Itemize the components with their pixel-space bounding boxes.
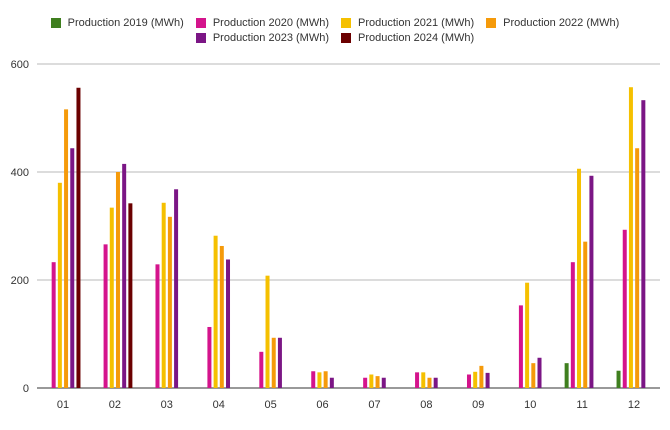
bar[interactable] (226, 259, 231, 388)
bar[interactable] (265, 275, 270, 388)
legend-row-1: Production 2019 (MWh) Production 2020 (M… (0, 17, 670, 29)
x-tick-label: 08 (420, 399, 432, 411)
bar[interactable] (427, 377, 432, 388)
bar[interactable] (167, 216, 172, 388)
x-tick-label: 05 (265, 399, 277, 411)
legend-label: Production 2023 (MWh) (212, 32, 329, 44)
bar[interactable] (635, 148, 640, 388)
bar[interactable] (531, 363, 536, 388)
x-tick-label: 01 (57, 399, 69, 411)
x-tick-label: 02 (109, 399, 121, 411)
bar[interactable] (525, 282, 530, 388)
bar[interactable] (641, 100, 646, 389)
y-tick-label: 0 (23, 383, 29, 395)
bar[interactable] (518, 305, 523, 388)
bar[interactable] (277, 337, 282, 388)
bar[interactable] (70, 148, 75, 388)
bar[interactable] (219, 245, 224, 388)
legend-label: Production 2020 (MWh) (212, 17, 329, 29)
bars (51, 87, 646, 389)
bar[interactable] (589, 175, 594, 388)
bar[interactable] (479, 365, 484, 388)
x-tick-label: 11 (576, 399, 587, 411)
bar[interactable] (103, 244, 108, 388)
bar[interactable] (161, 202, 166, 388)
bar[interactable] (213, 235, 218, 388)
x-tick-label: 10 (524, 399, 536, 411)
bar[interactable] (421, 372, 426, 388)
legend: Production 2019 (MWh) Production 2020 (M… (0, 17, 670, 47)
bar[interactable] (375, 376, 380, 388)
bar[interactable] (473, 371, 478, 388)
legend-swatch (195, 18, 206, 28)
legend-swatch (195, 33, 206, 43)
bar[interactable] (115, 172, 120, 388)
bar[interactable] (311, 371, 316, 388)
bar[interactable] (622, 229, 627, 388)
bar[interactable] (433, 377, 438, 388)
bar[interactable] (381, 377, 386, 388)
bar[interactable] (128, 203, 133, 388)
bar[interactable] (323, 371, 328, 388)
legend-item-2020[interactable]: Production 2020 (MWh) (195, 17, 329, 29)
bar[interactable] (466, 374, 471, 389)
bar[interactable] (363, 377, 368, 388)
grid-lines (37, 63, 660, 389)
bar[interactable] (207, 326, 212, 388)
x-tick-label: 03 (161, 399, 173, 411)
legend-swatch (486, 18, 497, 28)
x-axis: 01 02 03 04 05 06 07 08 09 10 11 12 (57, 399, 640, 411)
legend-label: Production 2024 (MWh) (358, 32, 475, 44)
legend-label: Production 2021 (MWh) (358, 17, 475, 29)
bar[interactable] (174, 189, 179, 388)
x-tick-label: 09 (472, 399, 484, 411)
bar[interactable] (122, 163, 127, 388)
bar[interactable] (109, 207, 114, 388)
bar[interactable] (317, 372, 322, 388)
legend-item-2023[interactable]: Production 2023 (MWh) (195, 32, 329, 44)
bar[interactable] (369, 374, 374, 389)
bar[interactable] (616, 370, 621, 388)
bar[interactable] (564, 363, 569, 388)
x-tick-label: 07 (368, 399, 380, 411)
bar[interactable] (57, 182, 62, 388)
legend-item-2022[interactable]: Production 2022 (MWh) (486, 17, 619, 29)
bar[interactable] (485, 372, 490, 388)
legend-swatch (341, 33, 351, 43)
x-tick-label: 04 (213, 399, 225, 411)
bar[interactable] (570, 262, 575, 388)
legend-swatch (50, 18, 61, 28)
y-tick-label: 600 (11, 59, 29, 71)
bar[interactable] (537, 357, 542, 388)
legend-row-2: Production 2023 (MWh) Production 2024 (M… (0, 32, 670, 44)
bar[interactable] (583, 241, 588, 388)
legend-label: Production 2022 (MWh) (503, 17, 620, 29)
bar[interactable] (329, 377, 334, 388)
legend-swatch (341, 18, 351, 28)
bar[interactable] (271, 337, 276, 388)
bar[interactable] (577, 168, 582, 388)
bar[interactable] (64, 109, 69, 389)
legend-item-2024[interactable]: Production 2024 (MWh) (341, 32, 474, 44)
bar[interactable] (76, 87, 81, 388)
y-axis: 0 200 400 600 (11, 59, 29, 395)
bar[interactable] (259, 351, 264, 388)
bar[interactable] (628, 87, 633, 388)
y-tick-label: 400 (11, 167, 29, 179)
legend-label: Production 2019 (MWh) (67, 17, 184, 29)
legend-item-2019[interactable]: Production 2019 (MWh) (50, 17, 184, 29)
legend-item-2021[interactable]: Production 2021 (MWh) (341, 17, 474, 29)
bar[interactable] (415, 372, 420, 388)
bar[interactable] (51, 262, 56, 388)
y-tick-label: 200 (11, 275, 29, 287)
bar[interactable] (155, 264, 160, 388)
x-tick-label: 12 (628, 399, 640, 411)
x-tick-label: 06 (316, 399, 328, 411)
